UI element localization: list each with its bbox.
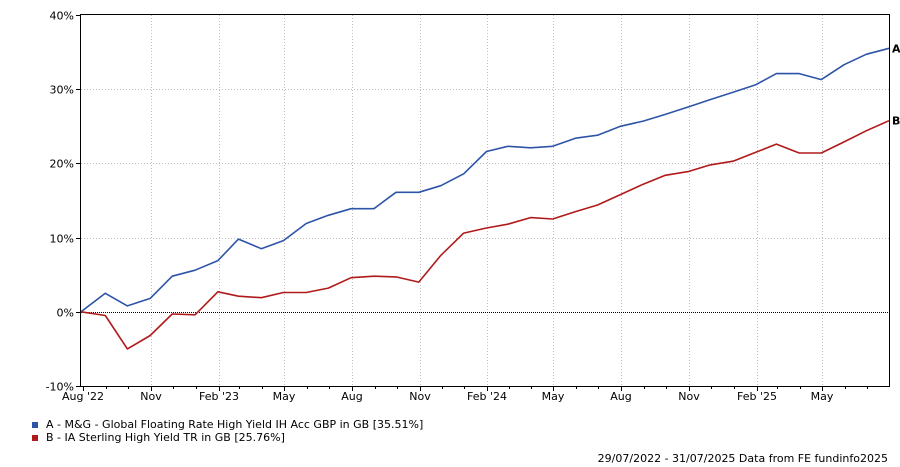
y-tick-label: 10%	[50, 233, 74, 246]
x-tick-label: Feb '24	[467, 390, 507, 403]
legend-item-a: A - M&G - Global Floating Rate High Yiel…	[32, 418, 423, 431]
x-tick-label: May	[811, 390, 834, 403]
x-tick-label: Nov	[678, 390, 700, 403]
y-tick-label: 20%	[50, 158, 74, 171]
legend-item-b: B - IA Sterling High Yield TR in GB [25.…	[32, 431, 423, 444]
x-tick-label: May	[542, 390, 565, 403]
y-tick-label: 0%	[57, 307, 74, 320]
series-line-b	[80, 119, 890, 350]
x-tick-label: Aug	[341, 390, 362, 403]
legend-swatch-b	[32, 434, 38, 441]
legend: A - M&G - Global Floating Rate High Yiel…	[32, 418, 423, 444]
y-tick-label: -10%	[46, 381, 74, 394]
grid	[81, 15, 889, 386]
y-tick-label: 30%	[50, 84, 74, 97]
x-tick-label: Aug '22	[62, 390, 104, 403]
x-axis-ticks: Aug '22 Nov Feb '23 May Aug Nov Feb '24 May Aug N…	[62, 386, 868, 403]
plot-border	[80, 14, 890, 387]
series-line-a	[80, 47, 890, 313]
x-tick-label: Feb '23	[199, 390, 239, 403]
x-tick-label: Feb '25	[737, 390, 777, 403]
y-tick-label: 40%	[50, 10, 74, 23]
series-end-label-a: A	[892, 42, 900, 55]
date-range-footer: 29/07/2022 - 31/07/2025 Data from FE fun…	[597, 452, 888, 465]
series-end-label-b: B	[892, 115, 900, 128]
x-tick-label: Nov	[140, 390, 162, 403]
legend-label-a: A - M&G - Global Floating Rate High Yiel…	[46, 418, 424, 431]
x-tick-label: May	[273, 390, 296, 403]
series-lines	[80, 47, 890, 350]
x-tick-label: Nov	[409, 390, 431, 403]
legend-swatch-a	[32, 421, 38, 428]
y-axis-ticks: -10% 0% 10% 20% 30% 40%	[46, 10, 81, 394]
legend-label-b: B - IA Sterling High Yield TR in GB [25.…	[46, 431, 285, 444]
series-end-labels: AB	[892, 42, 900, 127]
x-tick-label: Aug	[610, 390, 631, 403]
